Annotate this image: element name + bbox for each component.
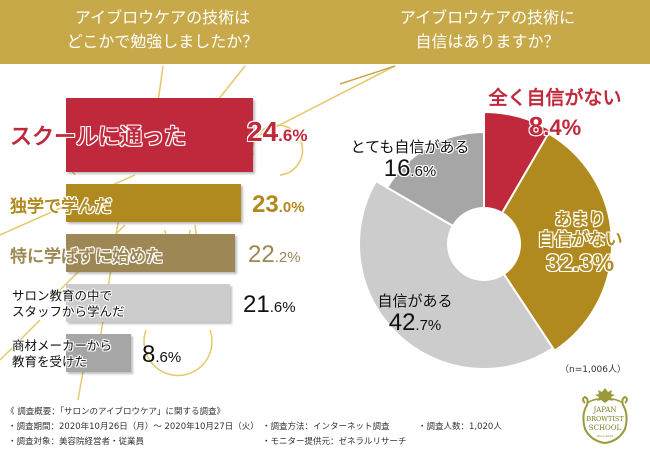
pie-slice-not-much [482,132,613,353]
pie-value-very-confident-int: 16 [383,155,411,182]
bar-value-maker: 8.6% [142,341,181,369]
bar-label-salon-staff-line2: スタッフから学んだ [12,304,125,319]
bar-value-maker-dec: .6% [155,349,182,366]
question-1-line2: どこかで勉強しましたか？ [66,32,259,51]
bar-value-self-study-dec: .0% [278,199,305,216]
pie-value-very-confident-dec: .6% [410,163,437,180]
pie-value-very-confident: 16.6% [340,157,480,184]
pie-slice-very-confident [385,130,485,246]
pie-value-not-at-all: 8.4% [470,112,640,142]
pie-label-confident: 自信がある 42.7% [360,290,470,338]
bar-school [66,98,253,172]
bar-value-school-int: 24 [247,116,279,147]
logo-line1: JAPAN [592,406,616,414]
bar-maker [66,334,132,372]
bar-value-salon-staff-dec: .6% [269,299,296,316]
question-2-title: アイブロウケアの技術に 自信はありますか？ [325,6,650,54]
bar-label-school: スクールに通った [10,125,187,150]
logo-emblem-icon: JAPAN BROWTIST SCHOOL since 2015 [582,388,628,445]
pie-slice-confident [358,179,555,370]
pie-label-not-at-all: 全く自信がない 8.4% [470,83,640,142]
bar-value-salon-staff: 21.6% [243,291,296,319]
survey-period: ・調査期間：2020年10月26日（月）～ 2020年10月27日（火） [8,422,259,432]
survey-count: ・調査人数：1,020人 [418,422,502,432]
question-1-title: アイブロウケアの技術は どこかで勉強しましたか？ [0,6,325,54]
bar-value-school-dec: .6% [278,126,308,145]
pie-value-confident: 42.7% [360,311,470,338]
pie-label-confident-text: 自信がある [377,292,453,310]
bar-label-self-study: 独学で学んだ [10,197,112,217]
survey-method: ・調査方法：インターネット調査 [262,422,390,432]
bar-value-self-study: 23.0% [252,191,305,219]
pie-value-not-much-dec: .3% [572,250,615,277]
pie-value-confident-int: 42 [388,309,416,336]
bar-value-school: 24.6% [247,116,307,148]
logo-line4: since 2015 [597,434,614,438]
sample-size: （n=1,006人） [560,365,627,375]
pie-value-not-much: 32.3% [525,250,635,278]
pie-value-not-much-int: 32 [545,250,573,277]
logo-line2: BROWTIST [586,415,624,423]
bar-value-self-study-int: 23 [252,191,279,218]
question-1-line1: アイブロウケアの技術は [74,8,251,27]
survey-provider: ・モニター提供元：ゼネラルリサーチ [262,437,407,447]
survey-summary-title: 《 調査概要：「サロンのアイブロウケア」に関する調査》 [6,407,226,417]
donut-hole [447,207,521,281]
bar-value-no-study-dec: .2% [274,249,301,266]
pie-value-not-at-all-dec: .4% [543,115,582,140]
pie-label-not-much-line2: 自信がない [537,230,623,250]
school-logo: JAPAN BROWTIST SCHOOL since 2015 [573,385,637,451]
pie-label-not-much: あまり 自信がない 32.3% [525,210,635,278]
question-2-line2: 自信はありますか？ [415,32,560,51]
pie-label-very-confident-text: とても自信がある [350,138,470,156]
question-2-line1: アイブロウケアの技術に [399,8,576,27]
pie-value-confident-dec: .7% [415,317,442,334]
header-band [0,0,650,64]
bar-label-salon-staff: サロン教育の中で スタッフから学んだ [12,288,125,320]
bar-value-no-study-int: 22 [248,241,275,268]
bar-no-study [66,234,235,272]
bar-label-maker-line1: 商材メーカーから [12,338,113,353]
pie-value-not-at-all-int: 8 [528,111,544,141]
bar-value-no-study: 22.2% [248,241,301,269]
pie-label-very-confident: とても自信がある 16.6% [340,136,480,184]
bar-label-maker-line2: 教育を受けた [12,354,88,369]
pie-label-not-at-all-text: 全く自信がない [488,87,622,109]
bar-value-maker-int: 8 [142,341,156,368]
bar-label-no-study: 特に学ばずに始めた [10,247,163,267]
bar-value-salon-staff-int: 21 [243,291,270,318]
logo-line3: SCHOOL [589,424,622,432]
survey-target: ・調査対象：美容院経営者・従業員 [8,437,145,447]
bar-salon-staff [66,284,231,322]
pie-label-not-much-line1: あまり [554,210,606,230]
bar-label-salon-staff-line1: サロン教育の中で [12,288,113,303]
bar-self-study [66,184,241,222]
bar-label-maker: 商材メーカーから 教育を受けた [12,338,112,370]
